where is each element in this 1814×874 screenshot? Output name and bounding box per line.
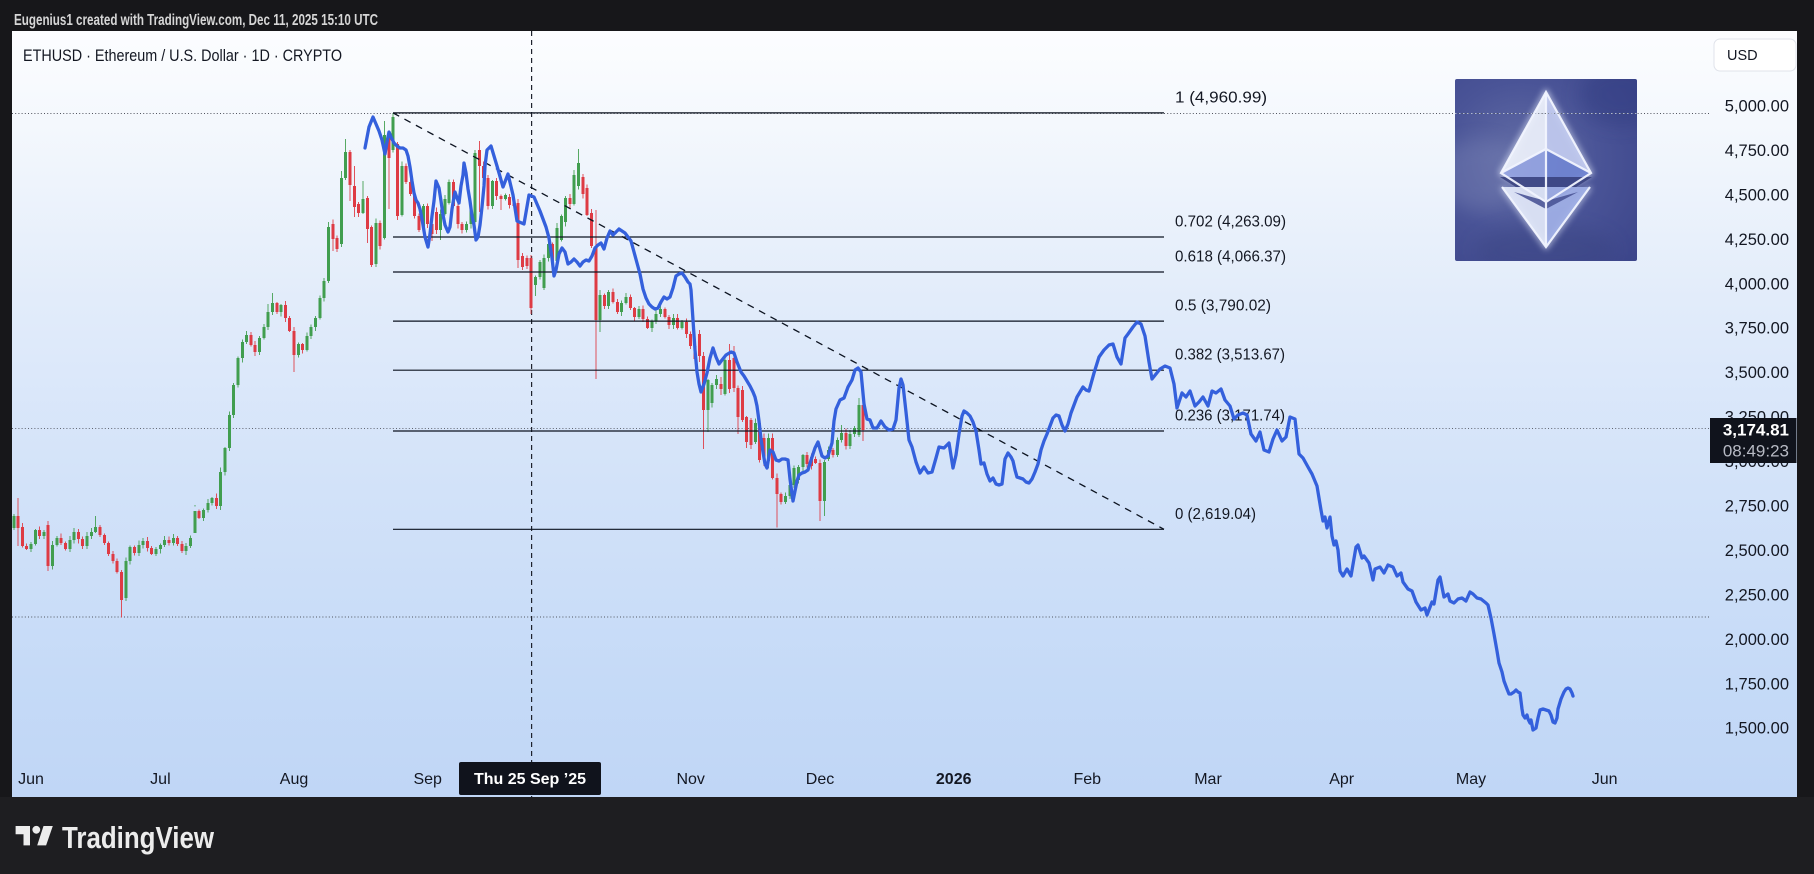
- svg-text:4,250.00: 4,250.00: [1725, 231, 1789, 249]
- svg-text:0 (2,619.04): 0 (2,619.04): [1175, 506, 1256, 523]
- svg-text:0.618 (4,066.37): 0.618 (4,066.37): [1175, 249, 1286, 266]
- svg-text:ETHUSD · Ethereum / U.S. Dolla: ETHUSD · Ethereum / U.S. Dollar · 1D · C…: [23, 46, 342, 65]
- svg-text:0.5 (3,790.02): 0.5 (3,790.02): [1175, 298, 1271, 315]
- svg-text:3,500.00: 3,500.00: [1725, 364, 1789, 382]
- svg-text:USD: USD: [1727, 48, 1758, 64]
- svg-text:0.702 (4,263.09): 0.702 (4,263.09): [1175, 214, 1286, 231]
- svg-text:3,174.81: 3,174.81: [1723, 421, 1789, 440]
- svg-text:Aug: Aug: [280, 771, 308, 788]
- svg-text:TradingView: TradingView: [62, 820, 215, 855]
- svg-text:0.236 (3,171.74): 0.236 (3,171.74): [1175, 408, 1285, 425]
- svg-text:Jul: Jul: [150, 771, 170, 788]
- svg-text:Mar: Mar: [1194, 771, 1222, 788]
- svg-text:Eugenius1 created with Trading: Eugenius1 created with TradingView.com, …: [14, 12, 378, 29]
- svg-text:2,500.00: 2,500.00: [1725, 542, 1789, 560]
- svg-text:5,000.00: 5,000.00: [1725, 98, 1789, 116]
- svg-text:1 (4,960.99): 1 (4,960.99): [1175, 89, 1267, 106]
- svg-text:4,500.00: 4,500.00: [1725, 186, 1789, 204]
- svg-text:May: May: [1456, 771, 1486, 788]
- svg-text:Apr: Apr: [1329, 771, 1355, 788]
- svg-text:Nov: Nov: [676, 771, 704, 788]
- svg-text:3,750.00: 3,750.00: [1725, 320, 1789, 338]
- svg-text:4,000.00: 4,000.00: [1725, 275, 1789, 293]
- svg-text:4,750.00: 4,750.00: [1725, 142, 1789, 160]
- svg-text:Sep: Sep: [413, 771, 442, 788]
- svg-text:Dec: Dec: [806, 771, 834, 788]
- svg-text:08:49:23: 08:49:23: [1723, 442, 1789, 461]
- svg-text:Jun: Jun: [1592, 771, 1618, 788]
- svg-text:2,750.00: 2,750.00: [1725, 498, 1789, 516]
- svg-text:2,000.00: 2,000.00: [1725, 631, 1789, 649]
- svg-text:2026: 2026: [936, 771, 972, 788]
- svg-text:Feb: Feb: [1074, 771, 1102, 788]
- svg-text:0.382 (3,513.67): 0.382 (3,513.67): [1175, 347, 1285, 364]
- svg-text:Jun: Jun: [18, 771, 44, 788]
- svg-text:1,750.00: 1,750.00: [1725, 675, 1789, 693]
- svg-text:1,500.00: 1,500.00: [1725, 720, 1789, 738]
- svg-text:2,250.00: 2,250.00: [1725, 586, 1789, 604]
- svg-text:Thu 25 Sep ’25: Thu 25 Sep ’25: [474, 771, 586, 788]
